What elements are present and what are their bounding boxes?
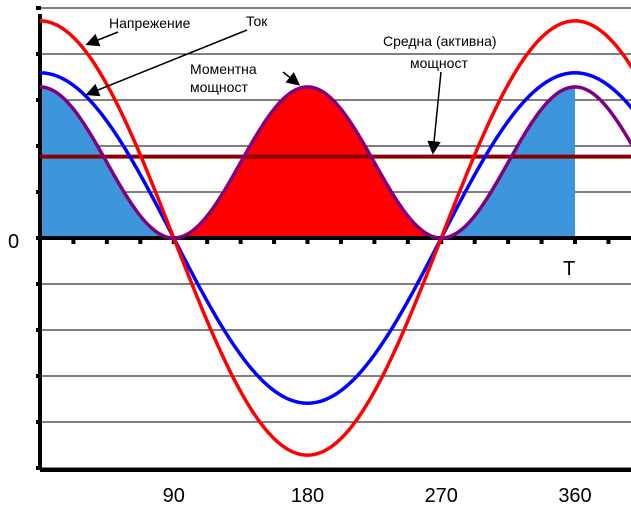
x-tick bbox=[205, 239, 210, 244]
x-tick bbox=[506, 239, 511, 244]
x-tick bbox=[405, 239, 410, 244]
current-arrow bbox=[85, 29, 248, 97]
x-tick bbox=[305, 239, 310, 244]
y-tick bbox=[36, 190, 41, 194]
voltage-line bbox=[39, 19, 631, 457]
series-lines bbox=[39, 19, 631, 457]
voltage-arrow bbox=[85, 31, 119, 47]
x-tick bbox=[606, 239, 611, 244]
instant-power-annotation-line2: мощност bbox=[190, 79, 248, 95]
y-tick bbox=[36, 236, 41, 240]
x-tick bbox=[71, 239, 76, 244]
y-tick bbox=[36, 420, 41, 424]
y-tick bbox=[36, 52, 41, 56]
instant-power-line bbox=[39, 85, 631, 240]
x-tick-label: 360 bbox=[558, 485, 591, 507]
x-tick bbox=[539, 239, 544, 244]
y-tick bbox=[36, 282, 41, 286]
axes bbox=[36, 6, 631, 472]
y-tick bbox=[36, 466, 41, 470]
instant-power-annotation-line1: Моментна bbox=[190, 61, 257, 77]
tick-labels: 0 T 90 180 270 360 bbox=[8, 231, 592, 507]
y-tick bbox=[36, 374, 41, 378]
x-tick bbox=[104, 239, 109, 244]
average-power-annotation-line2: мощност bbox=[410, 55, 468, 71]
x-tick bbox=[338, 239, 343, 244]
power-fill-area bbox=[441, 86, 575, 239]
period-label: T bbox=[563, 258, 575, 280]
power-fill-area bbox=[173, 86, 442, 239]
voltage-annotation: Напрежение bbox=[109, 15, 191, 31]
current-line bbox=[39, 71, 631, 405]
x-tick-label: 90 bbox=[163, 485, 185, 507]
instant-power-arrow bbox=[282, 71, 301, 86]
y-tick bbox=[36, 328, 41, 332]
current-annotation: Ток bbox=[246, 13, 268, 29]
y-tick bbox=[36, 6, 41, 10]
x-tick bbox=[138, 239, 143, 244]
x-tick bbox=[573, 239, 577, 244]
x-tick bbox=[472, 239, 477, 244]
y-tick bbox=[36, 98, 41, 102]
x-tick bbox=[238, 239, 243, 244]
annotations: Напрежение Ток Моментна мощност Средна (… bbox=[85, 13, 497, 155]
average-power-annotation-line1: Средна (активна) bbox=[383, 33, 497, 49]
y-tick bbox=[36, 144, 41, 148]
zero-label: 0 bbox=[8, 231, 19, 253]
x-tick bbox=[272, 239, 277, 244]
x-tick bbox=[372, 239, 377, 244]
average-power-arrow bbox=[427, 71, 442, 155]
x-tick-label: 270 bbox=[425, 485, 458, 507]
x-tick-label: 180 bbox=[291, 485, 324, 507]
